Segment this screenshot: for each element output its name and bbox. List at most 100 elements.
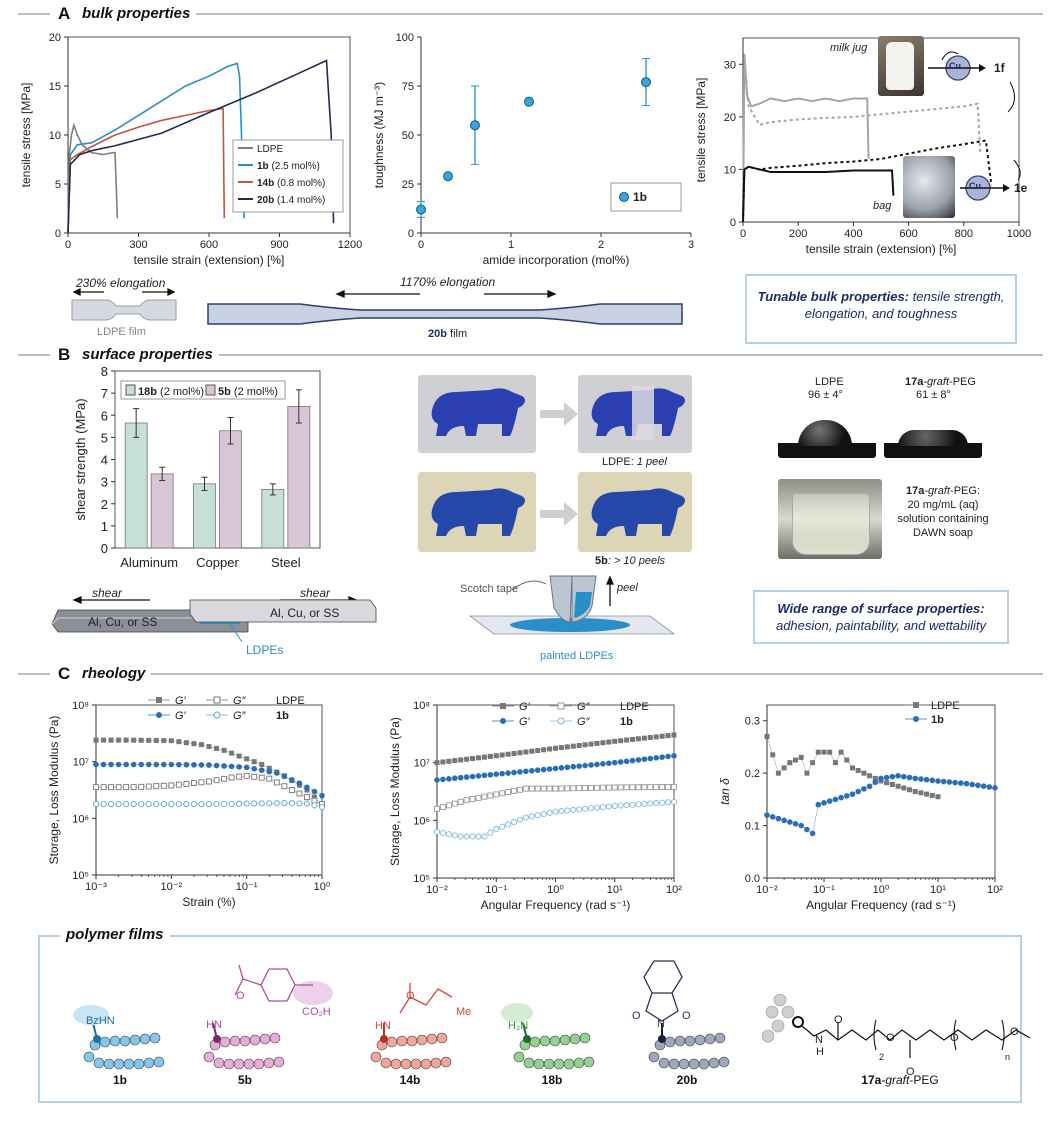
rheo-c2-marker-G′-LDPE xyxy=(470,756,476,762)
rheo-c1-y-tick-label: 10⁶ xyxy=(72,813,89,825)
tand-c3-y-label: tan δ xyxy=(718,778,732,805)
rheo-c1-marker-G′-LDPE xyxy=(153,737,159,743)
toughness-a2-x-label: amide incorporation (mol%) xyxy=(483,253,630,267)
rheo-c2-marker-G′-1b xyxy=(487,771,494,778)
rheo-c1-marker-G″-1b xyxy=(236,800,243,807)
rheo-c1-x-tick-label: 10⁰ xyxy=(314,881,331,893)
rheo-c1-marker-G′-1b xyxy=(130,761,137,768)
rheo-c1-legend-swatch xyxy=(156,712,162,718)
ca-peg-name-rest: -PEG xyxy=(949,376,976,388)
tand-c3-y-tick-label: 0.0 xyxy=(745,873,760,885)
tand-c3-marker-1b xyxy=(906,774,913,781)
tensile-a1-y-tick-label: 15 xyxy=(49,81,61,93)
b5-peels-label: 5b: > 10 peels xyxy=(595,555,665,567)
plate-top-label: Al, Cu, or SS xyxy=(270,606,340,620)
rheo-c1-marker-G″-1b xyxy=(130,801,137,808)
rheo-c2-marker-G″-1b xyxy=(475,833,482,840)
rheo-c2-marker-G′-1b xyxy=(606,760,612,767)
tand-c3-marker-1b xyxy=(809,830,816,837)
shear-b1-bar-18b xyxy=(193,483,216,549)
panel-a-film-diagrams xyxy=(71,287,683,325)
rheo-c2-y-tick-label: 10⁶ xyxy=(413,815,430,827)
rheo-c1-marker-G′-1b xyxy=(168,761,175,768)
tand-c3-marker-LDPE xyxy=(895,783,901,789)
rheo-c2-marker-G″-LDPE xyxy=(445,802,452,809)
tand-c3-marker-LDPE xyxy=(907,787,912,793)
tensile-a3-line-milk-jug xyxy=(742,53,870,223)
rheo-c1-marker-G″-1b xyxy=(190,801,197,808)
tensile-a3-line-1e xyxy=(742,139,993,223)
rheo-c1-marker-G″-1b xyxy=(311,802,318,809)
tand-c3-marker-1b xyxy=(946,779,953,785)
bulk-callout-bold: Tunable bulk properties: xyxy=(757,289,910,304)
rheo-c2-x-tick-label: 10⁰ xyxy=(547,884,564,896)
rheo-c2-marker-G″-LDPE xyxy=(635,784,642,791)
elong-arrows-20b xyxy=(335,290,557,298)
rheo-c1-marker-G″-1b xyxy=(100,801,107,808)
bear-5b-before xyxy=(431,488,525,536)
tand-c3-marker-LDPE xyxy=(804,770,810,776)
rheo-c2-marker-G′-LDPE xyxy=(624,737,630,743)
rheo-c1-marker-G′-1b xyxy=(228,763,235,770)
rheo-c2-marker-G″-1b xyxy=(463,833,470,840)
group-me: Me xyxy=(456,1006,472,1018)
scotch-tape xyxy=(549,575,573,623)
rheo-c1-y-tick-label: 10⁸ xyxy=(72,700,89,712)
toughness-a2-y-tick-label: 75 xyxy=(402,81,414,93)
rheo-c1-marker-G′-1b xyxy=(258,767,265,773)
tensile-a1-x-tick-label: 600 xyxy=(200,239,218,251)
rheo-c2-marker-G″-LDPE xyxy=(487,792,494,799)
tand-c3-legend-label: 1b xyxy=(931,714,944,726)
rheo-c1-marker-G″-1b xyxy=(273,800,280,807)
rheo-c1-line-G′-LDPE xyxy=(96,739,323,805)
structure-20b xyxy=(643,960,730,1070)
rheo-c1-x-tick-label: 10⁻¹ xyxy=(236,881,258,893)
rheo-c2-legend-swatch xyxy=(557,717,565,725)
rheo-c1-marker-G′-LDPE xyxy=(168,738,174,744)
film-label-18b: 18b xyxy=(541,1073,563,1087)
rheo-c2-marker-G′-1b xyxy=(546,766,553,772)
rheo-c2-marker-G″-1b xyxy=(647,800,654,807)
film-17a-italic: -graft xyxy=(881,1073,910,1087)
film-label-20b: 20b film xyxy=(428,328,467,340)
rheo-c1-marker-G″-1b xyxy=(145,801,152,808)
ca-peg-name: 17a-graft-PEG xyxy=(905,376,976,388)
tand-c3-marker-1b xyxy=(804,826,810,833)
rheo-c1-marker-G′-LDPE xyxy=(108,737,114,743)
film-label-20b-structure: 20b xyxy=(676,1073,698,1087)
toughness-a2-x-tick-label: 0 xyxy=(418,239,424,251)
rheo-c1-marker-G′-1b xyxy=(100,761,107,768)
rheo-c1-marker-G′-1b xyxy=(236,764,242,770)
rheo-c2-marker-G′-1b xyxy=(440,776,446,783)
tand-c3-marker-LDPE xyxy=(764,733,770,739)
ldpe-1-peel-italic: 1 peel xyxy=(636,456,667,468)
rheo-c2-marker-G′-1b xyxy=(511,769,517,776)
tand-c3-marker-1b xyxy=(787,819,793,825)
tand-c3-marker-1b xyxy=(940,778,947,785)
tand-c3-marker-LDPE xyxy=(798,754,804,760)
rheo-c1-marker-G′-1b xyxy=(213,762,220,769)
rheo-c2-marker-G′-LDPE xyxy=(452,758,458,764)
film-label-14b: 14b xyxy=(399,1073,421,1087)
toughness-a2-y-tick-label: 25 xyxy=(402,179,414,191)
tand-c3-x-tick-label: 10⁰ xyxy=(873,884,890,896)
film-17a-rest: -PEG xyxy=(909,1073,939,1087)
tand-c3-marker-LDPE xyxy=(827,749,833,755)
rheo-c2-marker-G′-LDPE xyxy=(606,739,612,745)
tand-c3-marker-1b xyxy=(895,772,901,779)
rheo-c2-marker-G″-LDPE xyxy=(588,784,594,791)
lap-shear-diagram xyxy=(51,596,377,643)
toughness-a2-point xyxy=(641,77,651,88)
polymer-films-title: polymer films xyxy=(60,926,170,943)
shear-label-left: shear xyxy=(92,586,123,600)
elong-label-ldpe: 230% elongation xyxy=(76,276,166,290)
shear-b1-y-label: shear strength (MPa) xyxy=(73,398,88,520)
ldpes-label: LDPEs xyxy=(246,643,284,657)
rheo-c2-marker-G′-1b xyxy=(594,761,600,768)
rheo-c2-marker-G′-LDPE xyxy=(671,732,677,738)
painted-spot xyxy=(510,618,630,632)
section-letter-c: C xyxy=(50,664,79,684)
curved-arrow-1e xyxy=(1013,159,1021,181)
rheo-c2-marker-G″-LDPE xyxy=(475,794,482,801)
rheo-c2-marker-G′-1b xyxy=(552,765,559,772)
